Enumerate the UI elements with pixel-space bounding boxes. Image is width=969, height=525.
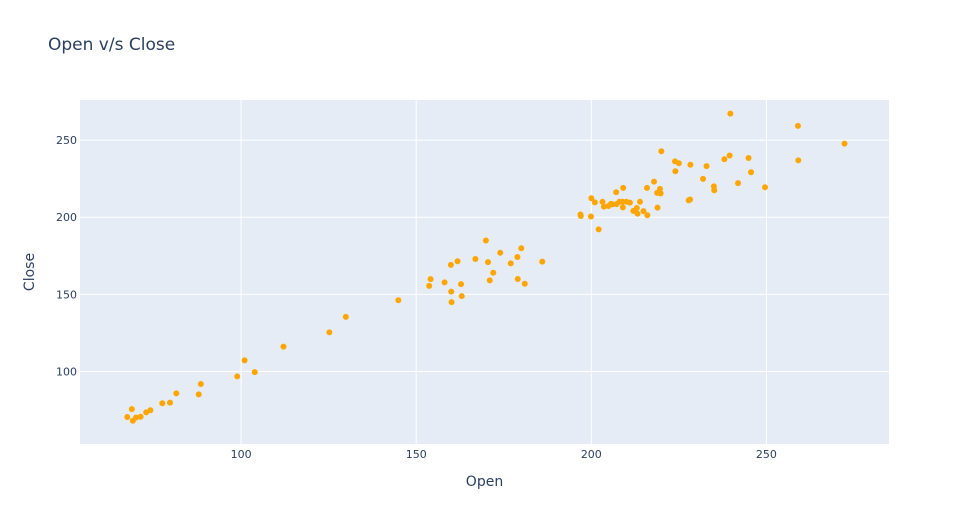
scatter-point [726, 152, 733, 159]
scatter-point [514, 275, 521, 282]
scatter-point [795, 157, 802, 164]
scatter-point [636, 198, 643, 205]
scatter-point [124, 414, 131, 421]
scatter-point [672, 168, 679, 175]
scatter-point [721, 156, 728, 163]
x-tick-label: 100 [231, 448, 252, 461]
scatter-point [197, 380, 204, 387]
scatter-point [634, 210, 641, 217]
scatter-point [762, 184, 769, 191]
y-tick-label: 250 [56, 134, 77, 147]
scatter-point [657, 190, 664, 197]
scatter-point [447, 261, 454, 268]
scatter-point [700, 175, 707, 182]
scatter-point [137, 413, 144, 420]
scatter-point [600, 203, 607, 210]
scatter-point [591, 199, 598, 206]
scatter-point [539, 258, 546, 265]
scatter-point [173, 390, 180, 397]
scatter-point [599, 198, 606, 205]
scatter-point [482, 237, 489, 244]
scatter-point [644, 212, 651, 219]
scatter-point [687, 161, 694, 168]
scatter-point [159, 400, 166, 407]
scatter-point [128, 406, 135, 413]
scatter-point [687, 196, 694, 203]
scatter-point [577, 213, 584, 220]
scatter-point [613, 189, 620, 196]
scatter-point [326, 329, 333, 336]
scatter-point [588, 195, 595, 202]
scatter-point [745, 155, 752, 162]
scatter-point [458, 293, 465, 300]
scatter-point [497, 249, 504, 256]
scatter-point [633, 204, 640, 211]
scatter-point [619, 204, 626, 211]
scatter-point [640, 208, 647, 215]
scatter-point [514, 254, 521, 261]
scatter-point [133, 414, 140, 421]
scatter-point [234, 373, 241, 380]
gridlines [80, 100, 889, 444]
scatter-point [727, 110, 734, 117]
tick-labels: 100 150 200 250 100 150 200 250 [56, 134, 777, 461]
scatter-point [711, 187, 718, 194]
scatter-point [521, 280, 528, 287]
scatter-point [280, 343, 287, 350]
y-tick-label: 100 [56, 365, 77, 378]
scatter-point [241, 357, 248, 364]
scatter-point [458, 281, 465, 288]
x-axis-title: Open [466, 474, 503, 490]
plot-area [80, 100, 889, 444]
y-axis-title: Close [22, 253, 38, 291]
scatter-point [485, 259, 492, 266]
scatter-point [486, 277, 493, 284]
scatter-point [195, 391, 202, 398]
scatter-point [427, 276, 434, 283]
scatter-point [841, 140, 848, 147]
scatter-point [644, 184, 651, 191]
scatter-point [595, 226, 602, 233]
scatter-point [651, 178, 658, 185]
scatter-point [703, 163, 710, 170]
scatter-point [342, 313, 349, 320]
scatter-point [454, 258, 461, 265]
y-tick-label: 200 [56, 211, 77, 224]
scatter-point [472, 256, 479, 263]
scatter-point [587, 213, 594, 220]
scatter-point [656, 185, 663, 192]
chart-title: Open v/s Close [48, 35, 175, 55]
x-tick-label: 250 [756, 448, 777, 461]
scatter-point [426, 282, 433, 289]
scatter-point [395, 297, 402, 304]
scatter-point [251, 369, 258, 376]
y-tick-label: 150 [56, 288, 77, 301]
scatter-point [147, 407, 154, 414]
scatter-point [675, 160, 682, 167]
scatter-point [518, 245, 525, 252]
scatter-point [794, 122, 801, 129]
scatter-points [124, 110, 848, 424]
scatter-point [448, 299, 455, 306]
scatter-point [490, 269, 497, 276]
scatter-point [658, 148, 665, 155]
scatter-point [507, 260, 514, 267]
x-tick-label: 200 [581, 448, 602, 461]
scatter-point [748, 169, 755, 176]
scatter-point [167, 399, 174, 406]
scatter-point [735, 180, 742, 187]
scatter-point [448, 288, 455, 295]
scatter-point [654, 204, 661, 211]
scatter-point [626, 199, 633, 206]
scatter-point [620, 184, 627, 191]
scatter-point [441, 279, 448, 286]
x-tick-label: 150 [406, 448, 427, 461]
